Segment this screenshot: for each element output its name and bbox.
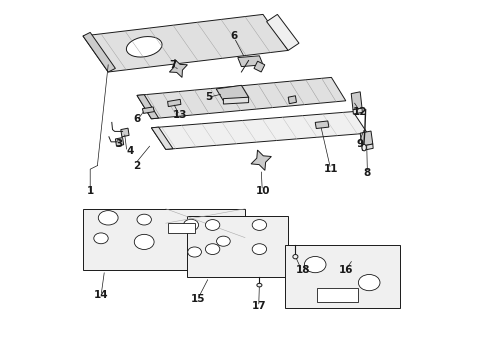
Text: 18: 18 [295, 265, 310, 275]
Text: 1: 1 [87, 186, 94, 196]
Text: 13: 13 [173, 110, 188, 120]
Ellipse shape [188, 247, 201, 257]
Polygon shape [216, 85, 248, 101]
Bar [317, 288, 358, 302]
Text: 14: 14 [94, 290, 108, 300]
Ellipse shape [98, 211, 118, 225]
Polygon shape [360, 131, 373, 146]
Polygon shape [251, 150, 271, 170]
Polygon shape [143, 107, 154, 113]
Polygon shape [353, 108, 363, 114]
Ellipse shape [362, 144, 367, 151]
Polygon shape [83, 32, 116, 72]
Text: 2: 2 [133, 161, 141, 171]
Polygon shape [170, 59, 187, 77]
Polygon shape [238, 56, 263, 67]
Ellipse shape [205, 244, 220, 255]
Text: 4: 4 [126, 146, 133, 156]
Text: 5: 5 [205, 92, 213, 102]
Polygon shape [288, 96, 296, 104]
Polygon shape [187, 216, 288, 277]
Polygon shape [362, 144, 373, 150]
Text: 6: 6 [231, 31, 238, 41]
Polygon shape [168, 99, 181, 107]
Polygon shape [351, 92, 362, 110]
Polygon shape [151, 112, 368, 149]
Ellipse shape [304, 256, 326, 273]
Ellipse shape [257, 283, 262, 287]
Text: 9: 9 [357, 139, 364, 149]
Text: 7: 7 [170, 60, 177, 70]
Ellipse shape [217, 236, 230, 246]
Ellipse shape [293, 255, 298, 259]
Polygon shape [254, 61, 265, 72]
Text: 11: 11 [324, 164, 339, 174]
Ellipse shape [134, 234, 154, 249]
Ellipse shape [252, 244, 267, 255]
Text: 15: 15 [191, 294, 205, 304]
Polygon shape [285, 245, 400, 308]
Ellipse shape [183, 219, 198, 231]
Polygon shape [315, 121, 329, 129]
Ellipse shape [358, 274, 380, 291]
Text: 16: 16 [339, 265, 353, 275]
Ellipse shape [205, 220, 220, 230]
Polygon shape [137, 95, 159, 119]
Text: 12: 12 [353, 107, 368, 117]
Ellipse shape [126, 37, 162, 57]
Polygon shape [223, 97, 248, 104]
Polygon shape [137, 77, 346, 119]
Ellipse shape [137, 214, 151, 225]
Ellipse shape [252, 220, 267, 230]
Polygon shape [121, 128, 129, 137]
Ellipse shape [94, 233, 108, 244]
Polygon shape [83, 14, 288, 72]
Bar [168, 223, 195, 233]
Text: 17: 17 [252, 301, 267, 311]
Polygon shape [267, 14, 299, 50]
Polygon shape [116, 138, 123, 146]
Text: 8: 8 [364, 168, 371, 178]
Polygon shape [83, 209, 245, 270]
Text: 6: 6 [133, 114, 141, 124]
Text: 3: 3 [115, 139, 122, 149]
Polygon shape [151, 127, 173, 149]
Text: 10: 10 [256, 186, 270, 196]
